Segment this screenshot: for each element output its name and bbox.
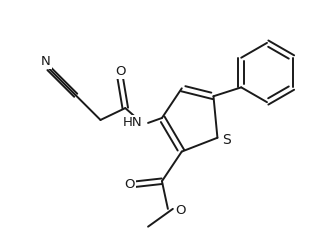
Text: O: O: [124, 178, 135, 191]
Text: S: S: [222, 133, 231, 147]
Text: O: O: [115, 65, 126, 78]
Text: O: O: [175, 204, 185, 217]
Text: HN: HN: [122, 116, 142, 129]
Text: N: N: [41, 55, 51, 68]
